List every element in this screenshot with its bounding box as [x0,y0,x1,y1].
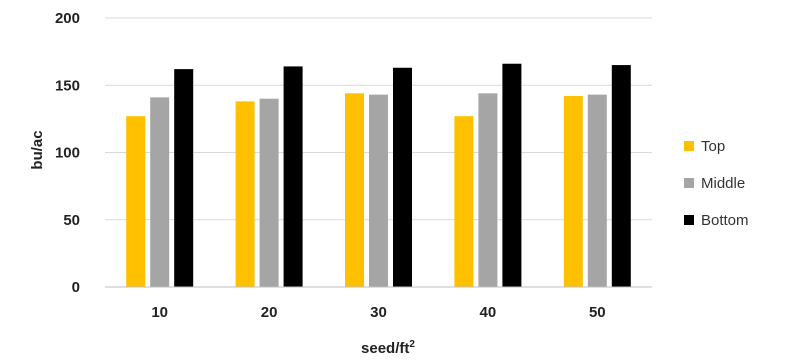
bar-middle-50 [587,94,607,287]
y-tick-label: 0 [72,279,80,296]
bar-top-30 [345,93,364,287]
y-axis-ticks: 0 50 100 150 200 [55,10,80,296]
y-tick-label: 50 [63,212,80,229]
legend-swatch-bottom [684,215,694,225]
bar-middle-10 [150,97,170,287]
bar-bottom-30 [393,67,412,287]
y-tick-label: 200 [55,10,80,27]
legend-label-bottom: Bottom [701,212,749,229]
bar-middle-40 [478,93,498,287]
legend-label-top: Top [701,138,725,155]
x-tick-label: 40 [480,304,497,321]
x-axis-title: seed/ft2 [361,339,415,357]
x-axis-ticks: 10 20 30 40 50 [151,304,605,321]
bars [126,63,631,288]
y-tick-label: 100 [55,145,80,162]
legend-swatch-top [684,141,694,151]
x-axis-title-base: seed/ft [361,340,409,357]
bar-top-10 [126,116,146,287]
x-tick-label: 50 [589,304,606,321]
y-axis-title: bu/ac [29,130,46,169]
x-tick-label: 10 [151,304,168,321]
legend: Top Middle Bottom [684,138,749,229]
bar-bottom-20 [283,66,303,287]
bar-top-20 [235,101,255,287]
bar-middle-20 [259,98,279,287]
bar-middle-30 [369,94,388,287]
legend-label-middle: Middle [701,175,745,192]
bar-top-40 [454,116,474,287]
x-tick-label: 20 [261,304,278,321]
bar-bottom-40 [502,63,522,288]
bar-bottom-50 [611,65,631,287]
x-axis-title-superscript: 2 [409,339,415,350]
bar-bottom-10 [174,69,194,287]
x-tick-label: 30 [370,304,387,321]
bar-top-50 [563,96,583,287]
y-tick-label: 150 [55,77,80,94]
legend-swatch-middle [684,178,694,188]
